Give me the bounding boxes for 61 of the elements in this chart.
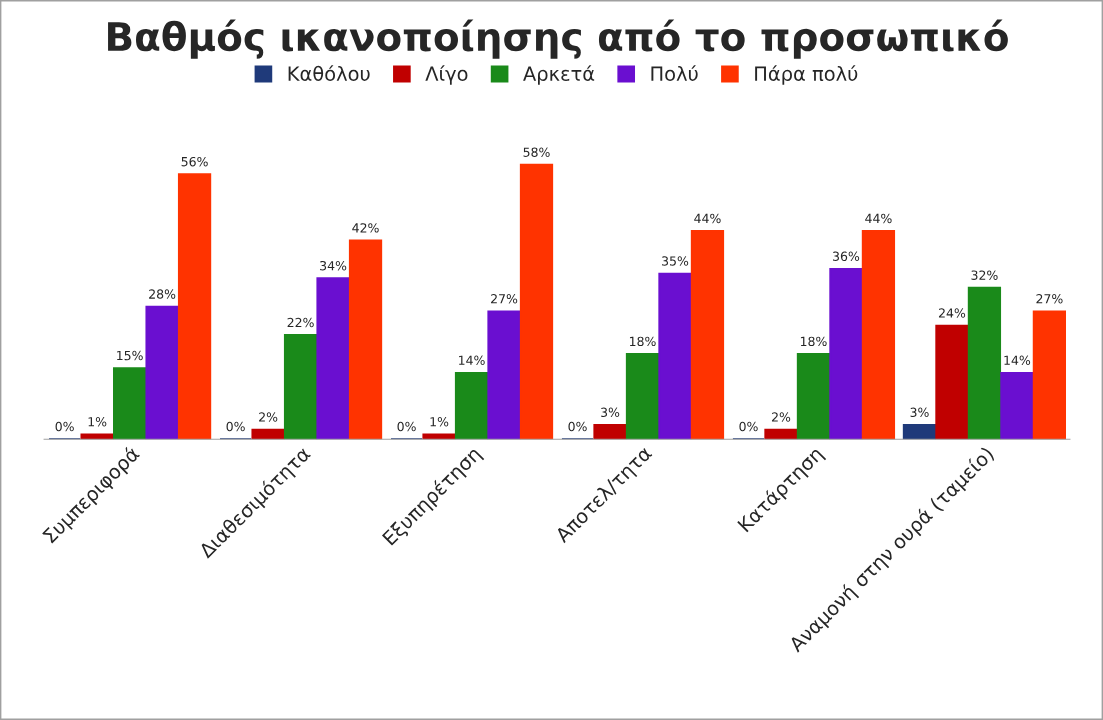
data-label: 0% — [397, 421, 416, 432]
data-label: 44% — [694, 213, 721, 224]
data-label: 3% — [910, 407, 929, 418]
data-label: 1% — [430, 417, 449, 427]
data-label: 0% — [568, 421, 587, 432]
bar — [422, 433, 456, 440]
data-label: 18% — [800, 336, 827, 347]
bar — [80, 433, 114, 440]
data-label: 27% — [491, 294, 518, 304]
legend-label: Λίγο — [425, 65, 468, 85]
bar — [935, 324, 969, 440]
data-label: 22% — [287, 317, 314, 328]
bar — [1032, 310, 1067, 440]
legend-label: Αρκετά — [523, 65, 595, 85]
bar — [861, 230, 896, 440]
data-label: 14% — [1004, 355, 1031, 366]
bar — [251, 428, 285, 440]
data-label: 32% — [971, 270, 998, 280]
bar — [283, 334, 318, 440]
data-label: 44% — [865, 213, 892, 224]
bar — [519, 163, 554, 440]
bar — [690, 230, 725, 440]
bar — [487, 310, 521, 440]
data-label: 18% — [629, 336, 656, 347]
data-label: 56% — [181, 156, 208, 167]
bar — [1000, 371, 1034, 440]
bar — [348, 239, 383, 440]
data-label: 0% — [226, 421, 245, 432]
bar — [625, 353, 660, 440]
data-label: 15% — [117, 350, 143, 361]
bar — [658, 272, 692, 440]
legend-label: Καθόλου — [288, 65, 370, 81]
chart-title: Βαθμός ικανοποίησης από το προσωπικό — [108, 19, 1008, 59]
data-label: 0% — [55, 421, 74, 432]
bar — [454, 371, 489, 440]
bar — [112, 367, 147, 440]
data-label: 3% — [601, 407, 620, 418]
data-label: 24% — [938, 308, 966, 318]
legend-label: Πάρα πολύ — [755, 65, 858, 85]
data-label: 58% — [523, 147, 550, 157]
data-label: 28% — [149, 289, 176, 299]
bar — [145, 305, 179, 440]
bar — [316, 277, 350, 440]
data-label: 1% — [88, 417, 107, 427]
bar — [796, 353, 831, 440]
bar — [902, 423, 937, 440]
data-label: 36% — [833, 251, 860, 261]
data-label: 27% — [1036, 294, 1063, 304]
data-label: 35% — [662, 256, 689, 266]
data-label: 14% — [459, 355, 485, 366]
legend-label: Πολύ — [651, 65, 698, 81]
bar — [593, 423, 627, 440]
bar — [967, 286, 1002, 440]
data-label: 34% — [320, 260, 347, 271]
bar — [177, 173, 212, 440]
bar — [764, 428, 798, 440]
data-label: 0% — [739, 421, 758, 432]
bar — [829, 267, 863, 440]
data-label: 2% — [771, 412, 791, 422]
data-label: 2% — [259, 412, 278, 422]
data-label: 42% — [352, 223, 379, 233]
